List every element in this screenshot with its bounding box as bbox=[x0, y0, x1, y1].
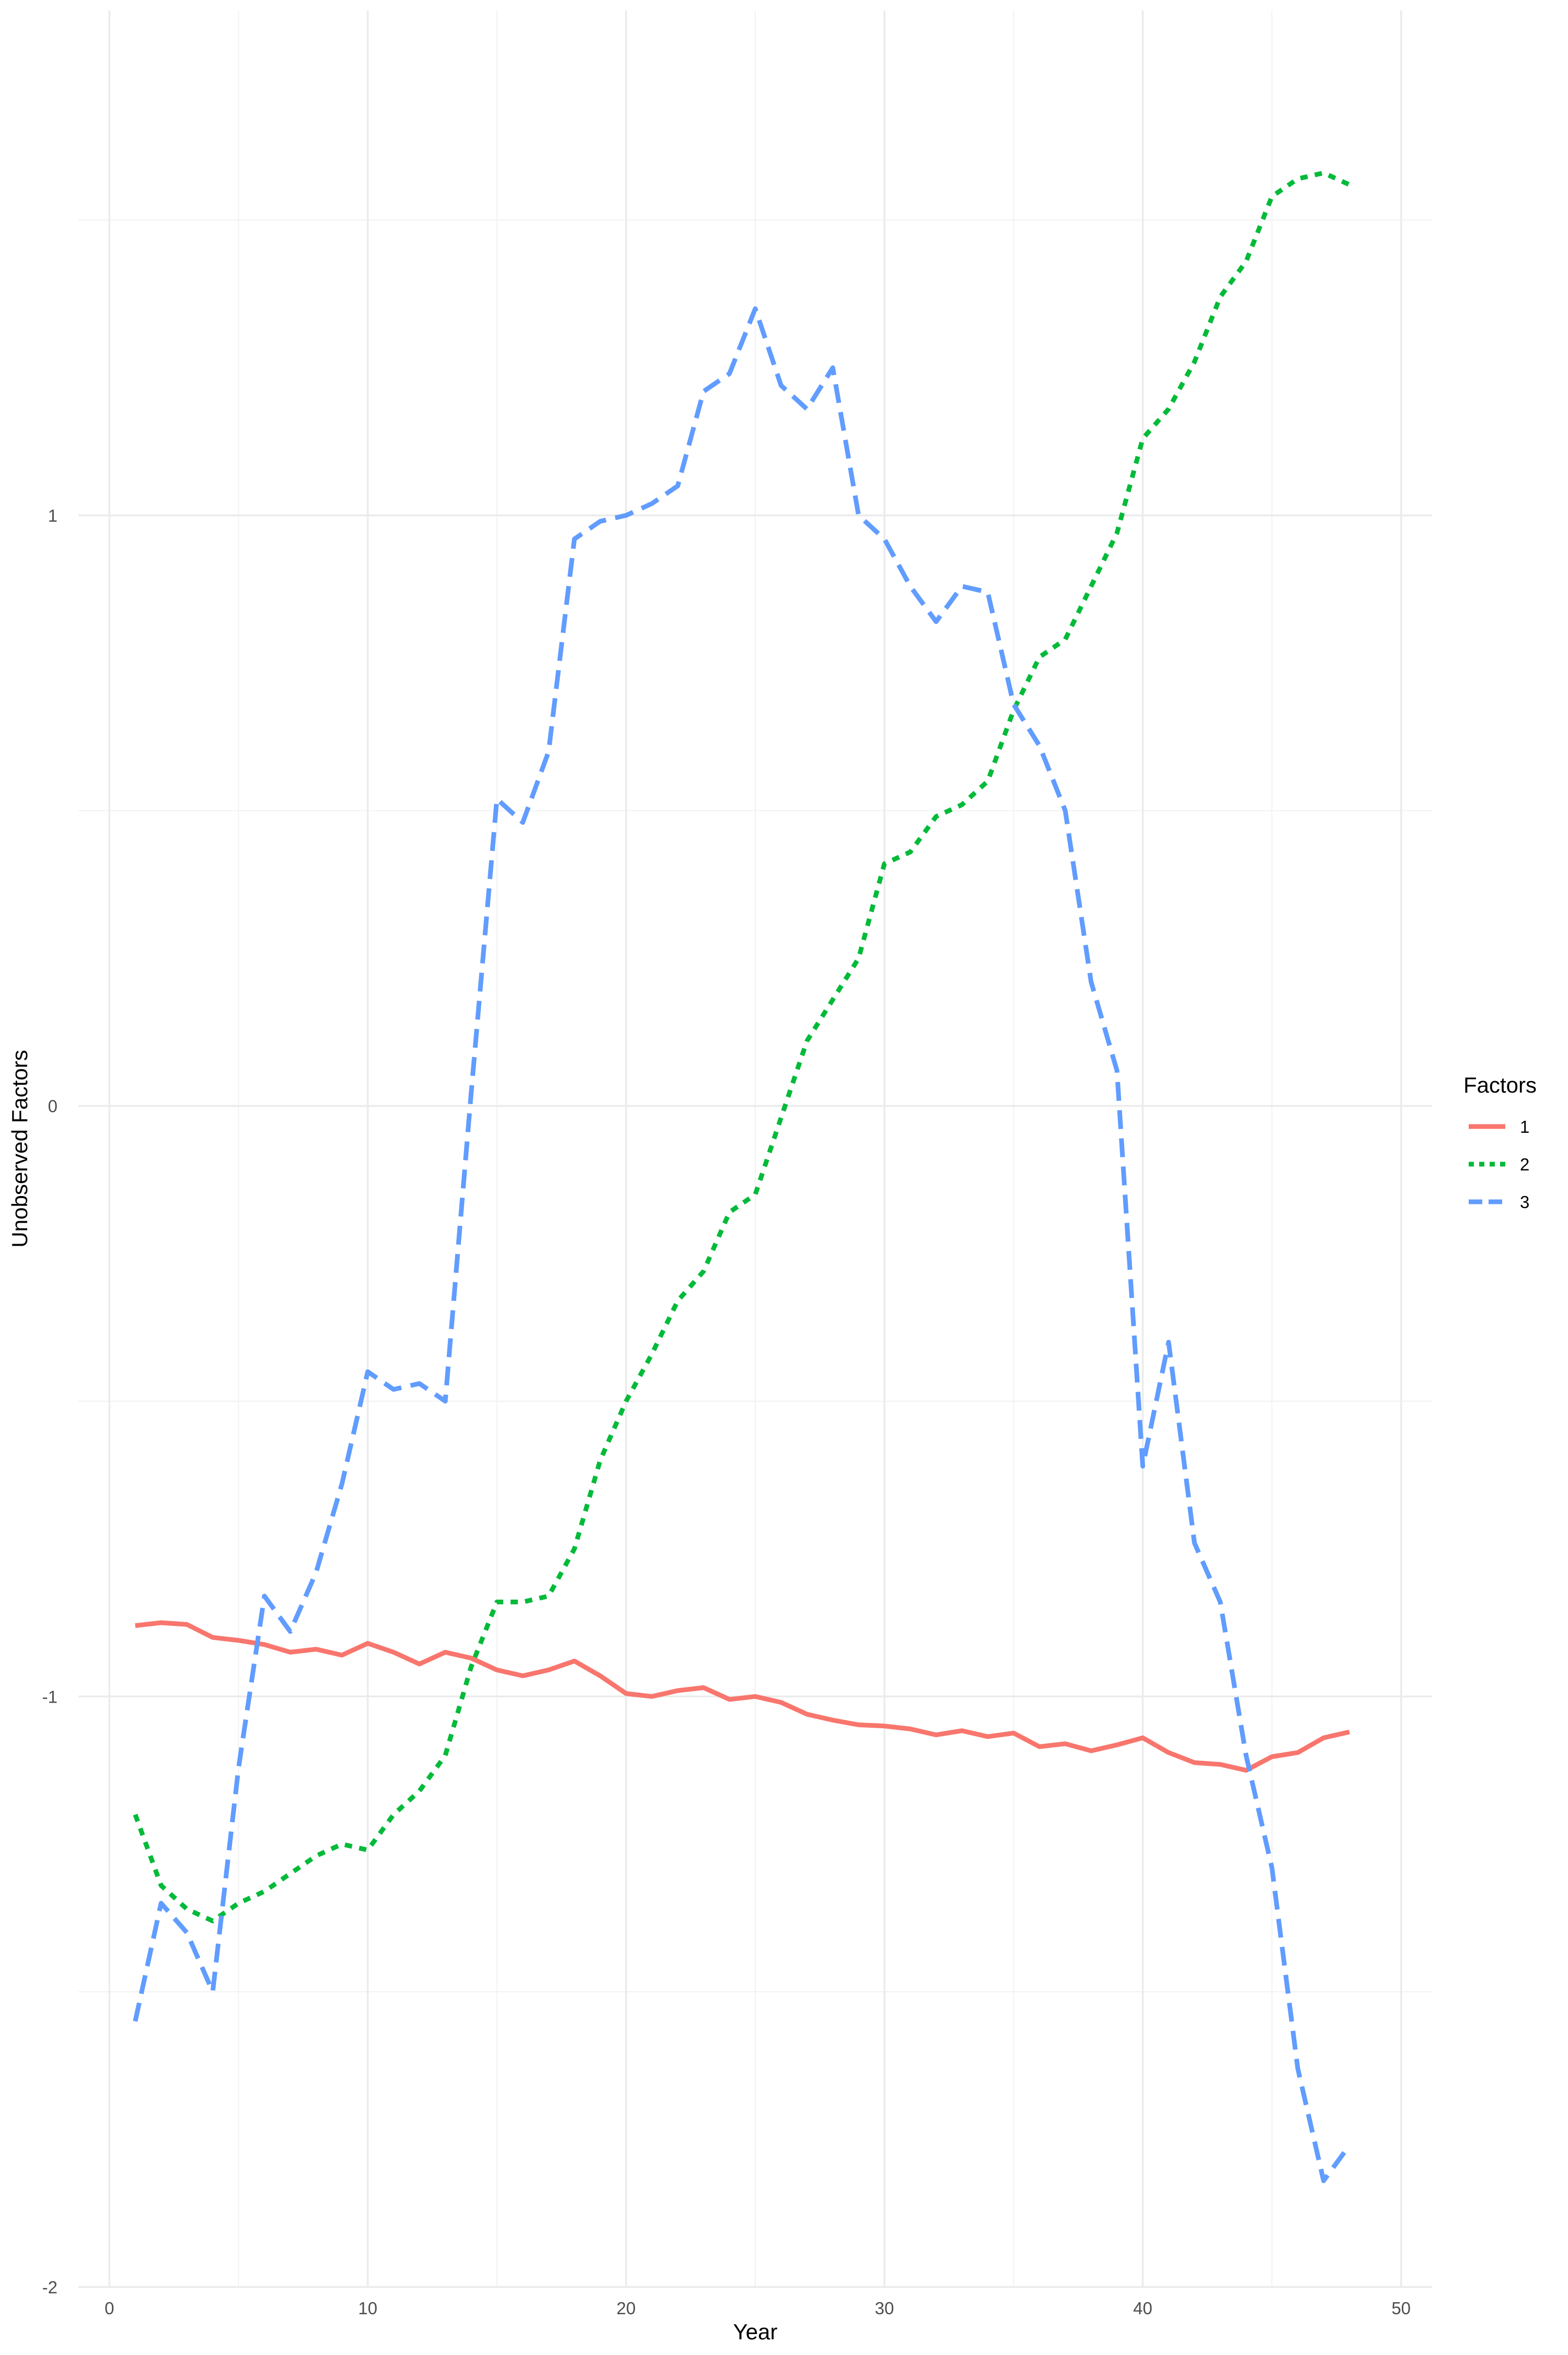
x-tick-label: 30 bbox=[875, 2299, 894, 2318]
x-tick-label: 10 bbox=[358, 2299, 377, 2318]
y-tick-label: 1 bbox=[48, 506, 57, 525]
legend-label-2: 2 bbox=[1520, 1155, 1529, 1174]
x-tick-label: 50 bbox=[1391, 2299, 1411, 2318]
legend-title: Factors bbox=[1463, 1073, 1537, 1097]
x-tick-label: 40 bbox=[1133, 2299, 1152, 2318]
x-axis-tick-labels: 0 10 20 30 40 50 bbox=[105, 2299, 1411, 2318]
x-tick-label: 20 bbox=[617, 2299, 636, 2318]
legend-label-1: 1 bbox=[1520, 1117, 1529, 1136]
series-line-3 bbox=[133, 306, 1352, 2184]
legend-items: 1 2 3 bbox=[1469, 1117, 1529, 1212]
x-axis-title: Year bbox=[733, 2319, 778, 2344]
y-axis-tick-labels: -2 -1 0 1 bbox=[42, 506, 57, 2297]
minor-gridlines bbox=[78, 10, 1432, 2287]
legend: Factors 1 2 3 bbox=[1463, 1073, 1537, 1212]
y-axis-title: Unobserved Factors bbox=[7, 1050, 32, 1247]
series-line-2 bbox=[133, 170, 1351, 1924]
y-tick-label: -1 bbox=[42, 1687, 57, 1706]
legend-label-3: 3 bbox=[1520, 1192, 1529, 1212]
y-tick-label: 0 bbox=[48, 1097, 57, 1116]
series-lines bbox=[133, 170, 1352, 2184]
y-tick-label: -2 bbox=[42, 2278, 57, 2297]
series-line-1 bbox=[135, 1620, 1350, 1773]
x-tick-label: 0 bbox=[105, 2299, 114, 2318]
